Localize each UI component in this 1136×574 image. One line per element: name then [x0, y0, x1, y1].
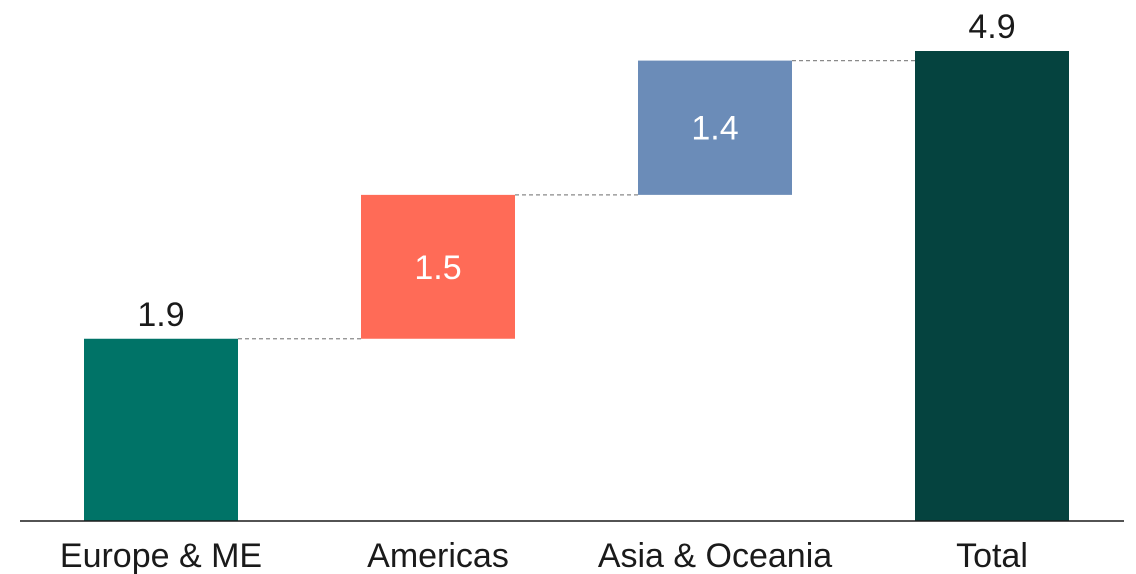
x-tick-label: Asia & Oceania	[598, 537, 832, 574]
bar-europe-me	[84, 338, 238, 521]
bar-asia-oceania	[638, 60, 792, 195]
x-tick-label: Americas	[367, 537, 509, 574]
bar-total	[915, 51, 1069, 521]
data-label: 1.9	[137, 296, 184, 334]
x-tick-label: Europe & ME	[60, 537, 262, 574]
data-label: 4.9	[968, 8, 1015, 46]
data-label: 1.5	[414, 249, 461, 287]
data-label: 1.4	[691, 110, 738, 148]
bar-americas	[361, 194, 515, 339]
x-tick-label: Total	[956, 537, 1028, 574]
